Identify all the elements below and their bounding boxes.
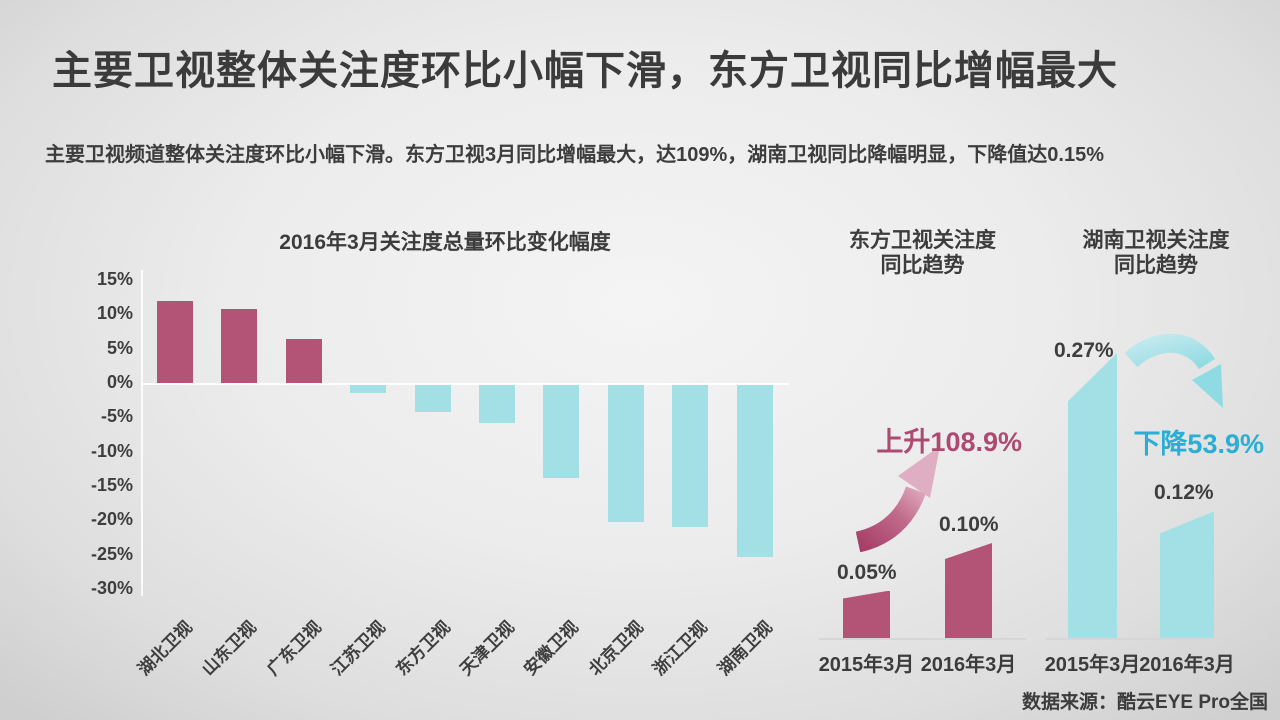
bar-江苏卫视 [350, 385, 387, 394]
bar-湖北卫视 [157, 300, 193, 383]
trend-bar-2016年3月 [945, 543, 992, 638]
baseline [819, 638, 1026, 640]
east-tv-panel: 东方卫视关注度 同比趋势 上升108.9% 0.05% 2015年3月 0.10% 2… [815, 224, 1030, 694]
main-chart-title: 2016年3月关注度总量环比变化幅度 [279, 231, 611, 254]
baseline [1046, 638, 1266, 640]
trend-bar-2015年3月 [843, 590, 890, 638]
y-axis-tick-label: -25% [90, 543, 133, 564]
main-chart: 2016年3月关注度总量环比变化幅度 15% 10% 5% 0% -5% -10% -15%… [45, 222, 795, 700]
y-axis-tick-label: -10% [90, 440, 133, 461]
bar-安徽卫视 [543, 385, 580, 478]
page-subtitle: 主要卫视频道整体关注度环比小幅下滑。东方卫视3月同比增幅最大，达109%，湖南卫… [45, 144, 1104, 166]
rise-arrow-icon [855, 446, 940, 552]
hunan-panel-title-line2: 同比趋势 [1114, 254, 1198, 277]
zero-gridline [141, 383, 789, 385]
y-axis-tick-label: -15% [90, 475, 133, 496]
fall-arrow-icon [1125, 333, 1223, 408]
x-axis-category-label: 2016年3月 [920, 654, 1017, 676]
bar-东方卫视 [414, 385, 451, 413]
bar-天津卫视 [479, 385, 515, 424]
y-axis-tick-label: 5% [106, 337, 133, 358]
hunan-panel-title-line1: 湖南卫视关注度 [1082, 229, 1230, 252]
bar-广东卫视 [285, 339, 322, 383]
y-axis-tick-label: 0% [106, 372, 133, 392]
hunan-panel-title: 湖南卫视关注度 同比趋势 [1042, 228, 1270, 278]
east-panel-title: 东方卫视关注度 同比趋势 [815, 228, 1030, 278]
x-axis-category-label: 2015年3月 [818, 654, 915, 676]
y-axis-tick-label: 10% [96, 303, 133, 324]
east-panel-title-line1: 东方卫视关注度 [849, 229, 996, 252]
bar-value-label: 0.05% [837, 560, 897, 584]
bar-value-label: 0.27% [1054, 339, 1114, 363]
y-axis-tick-label: 15% [96, 268, 133, 289]
y-axis-tick-label: -5% [100, 406, 133, 427]
bar-湖南卫视 [736, 385, 773, 557]
trend-bar-2015年3月 [1068, 353, 1117, 638]
rise-label: 上升108.9% [876, 427, 1022, 457]
east-panel-title-line2: 同比趋势 [880, 254, 965, 277]
trend-bar-2016年3月 [1160, 511, 1214, 638]
bar-北京卫视 [607, 385, 644, 523]
fall-label: 下降53.9% [1133, 429, 1264, 459]
hunan-tv-panel: 湖南卫视关注度 同比趋势 下降53.9% 0.27% 2015年3月 0.12% 20… [1042, 224, 1270, 694]
bar-value-label: 0.12% [1154, 481, 1214, 505]
source-note: 数据来源：酷云EYE Pro全国 [1022, 692, 1268, 713]
y-axis-tick-label: -20% [90, 509, 133, 530]
page-title: 主要卫视整体关注度环比小幅下滑，东方卫视同比增幅最大 [52, 49, 1118, 93]
bar-浙江卫视 [672, 385, 709, 528]
bar-山东卫视 [221, 308, 258, 383]
y-axis-line [141, 270, 143, 596]
y-axis-tick-label: -30% [90, 578, 133, 599]
bar-value-label: 0.10% [939, 513, 999, 536]
x-axis-category-label: 2016年3月 [1139, 654, 1235, 676]
x-axis-category-label: 2015年3月 [1044, 654, 1141, 676]
main-chart-plot: 15% 10% 5% 0% -5% -10% -15% -20% -25% -30% 湖北卫视 山东卫… [45, 222, 795, 700]
